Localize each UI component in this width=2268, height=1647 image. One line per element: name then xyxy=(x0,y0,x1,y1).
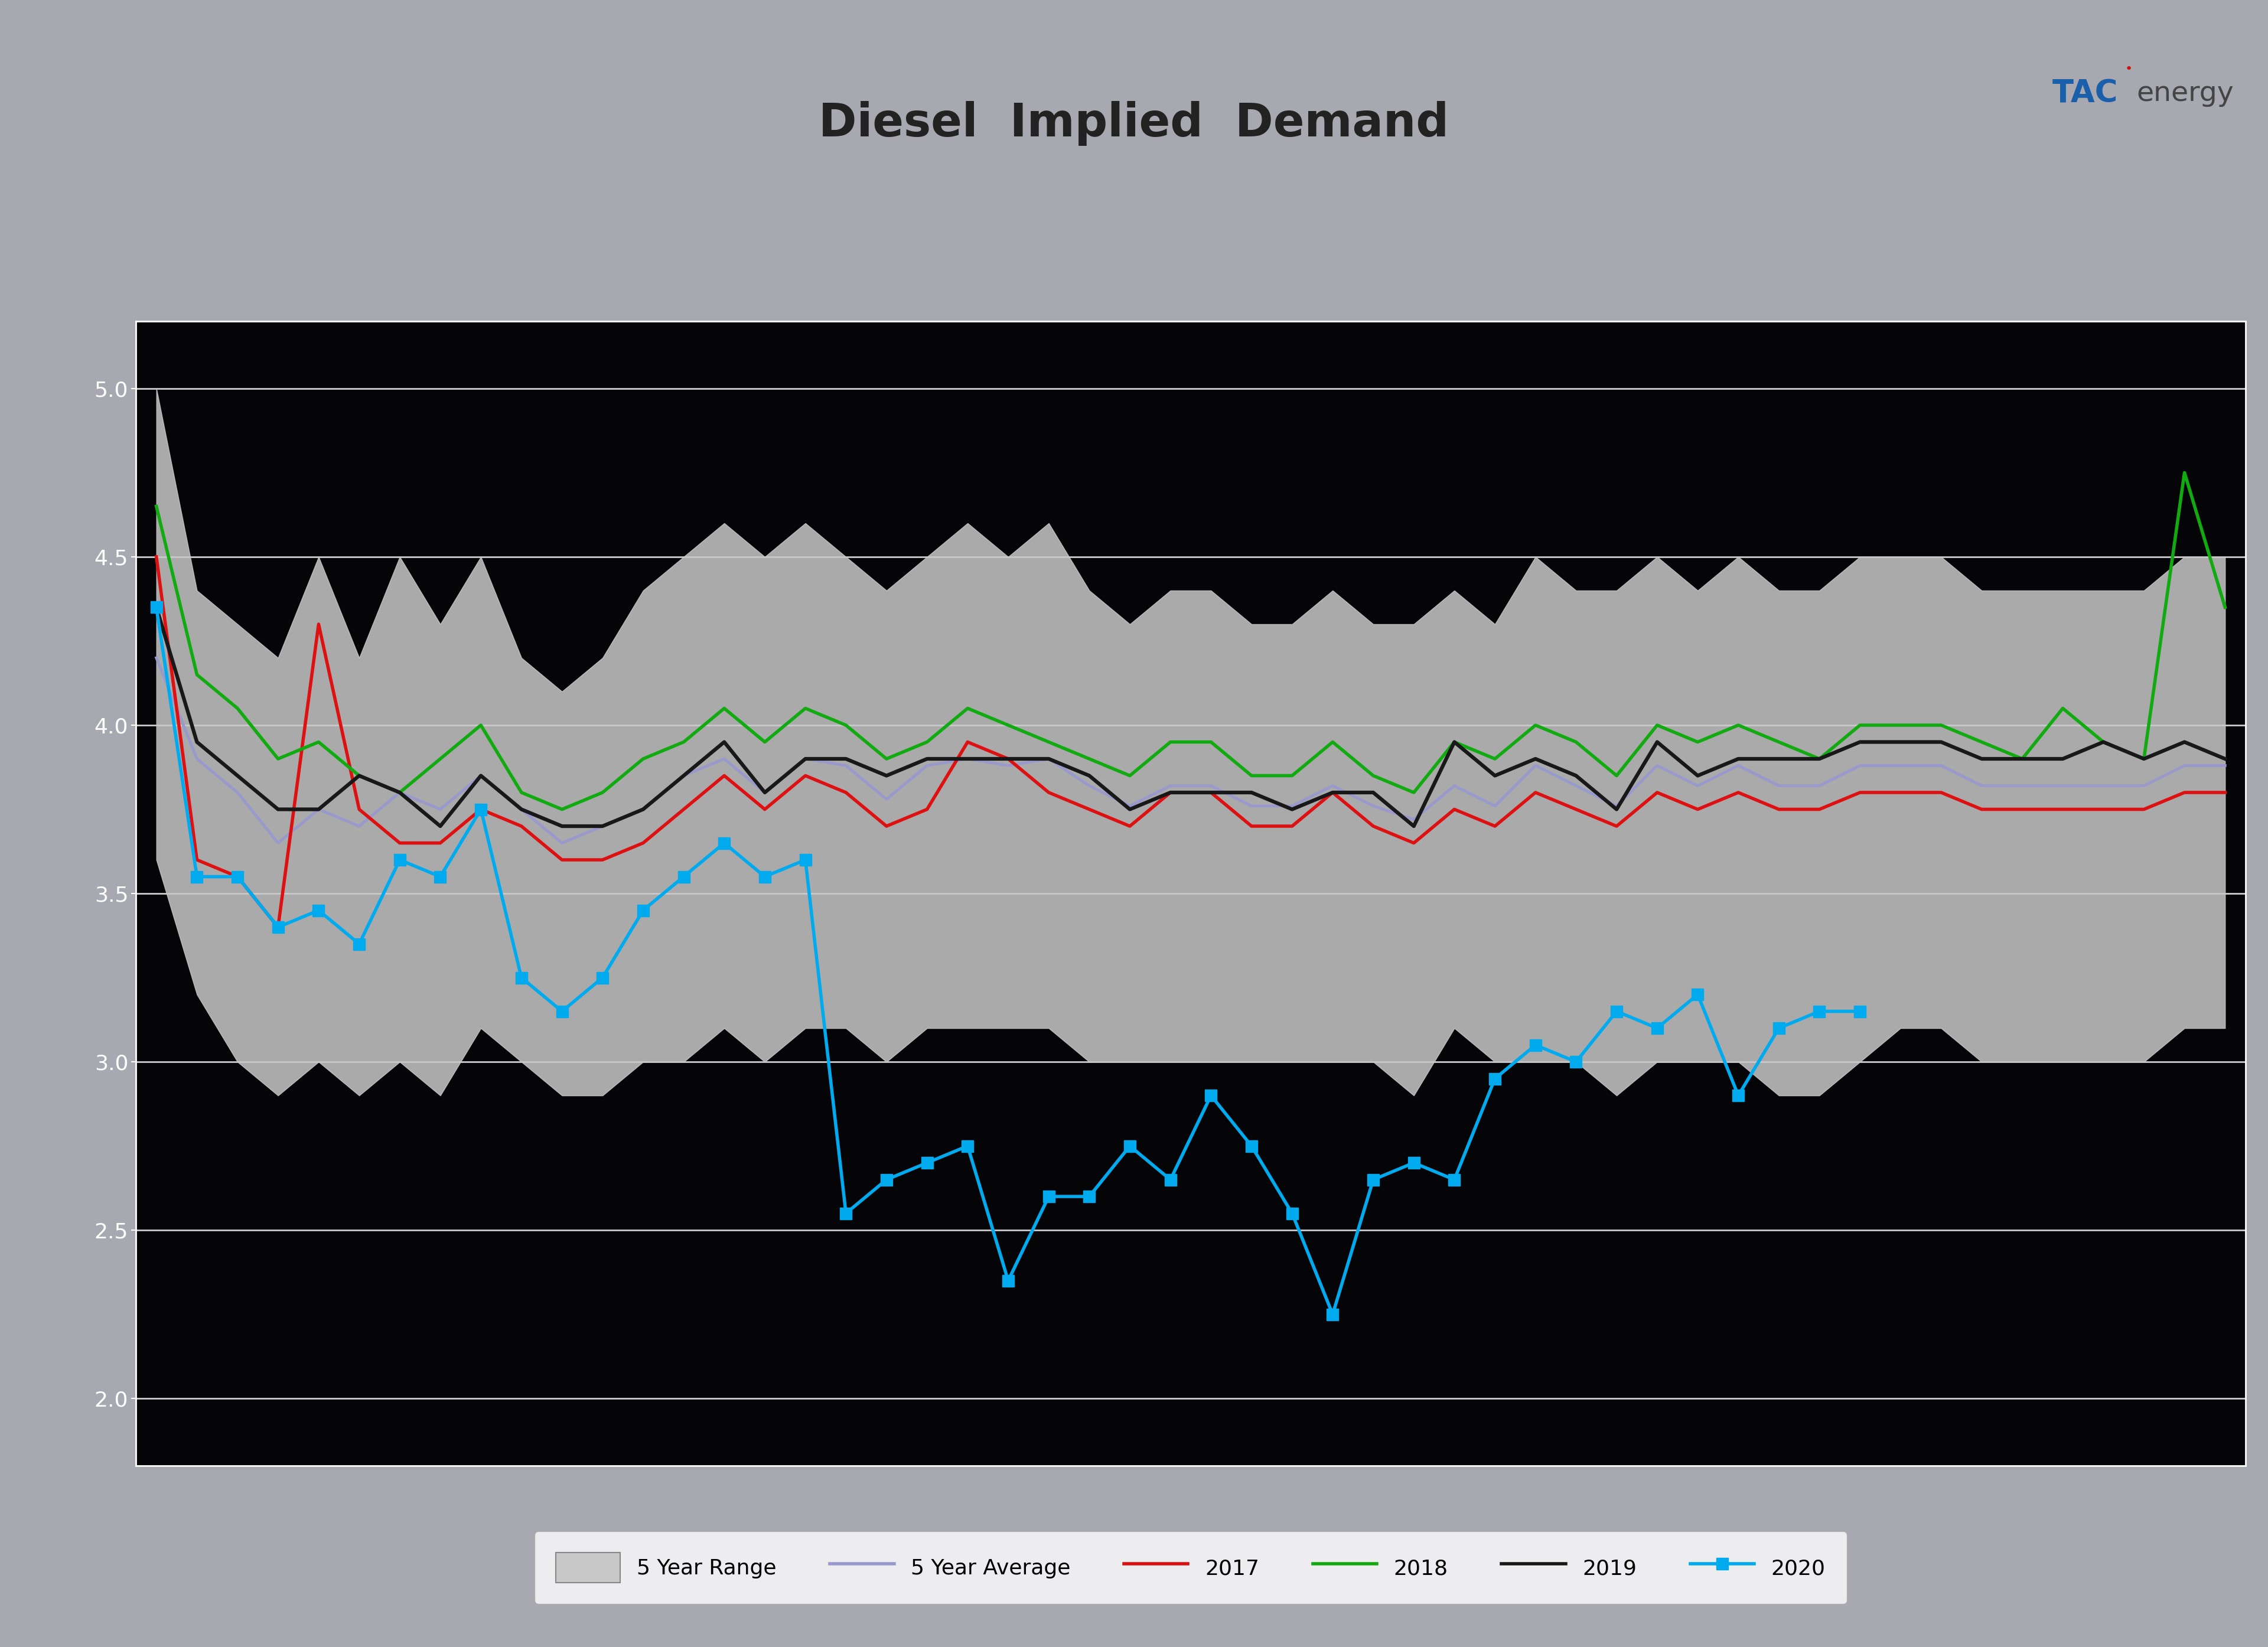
Text: TAC: TAC xyxy=(2053,79,2118,109)
Legend: 5 Year Range, 5 Year Average, 2017, 2018, 2019, 2020: 5 Year Range, 5 Year Average, 2017, 2018… xyxy=(535,1532,1846,1604)
Text: Diesel  Implied  Demand: Diesel Implied Demand xyxy=(819,100,1449,147)
Text: •: • xyxy=(2125,63,2132,76)
Text: energy: energy xyxy=(2136,81,2234,107)
